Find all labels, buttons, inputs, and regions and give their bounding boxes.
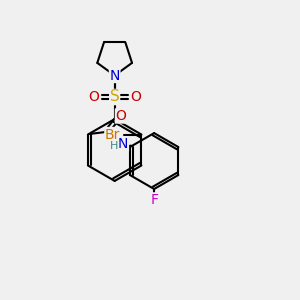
Text: N: N — [118, 137, 128, 151]
Text: S: S — [110, 89, 119, 104]
Text: O: O — [88, 90, 100, 104]
Text: Br: Br — [105, 128, 120, 142]
Text: H: H — [110, 141, 118, 151]
Text: F: F — [150, 193, 158, 207]
Text: O: O — [130, 90, 141, 104]
Text: O: O — [116, 109, 126, 123]
Text: N: N — [110, 68, 120, 83]
